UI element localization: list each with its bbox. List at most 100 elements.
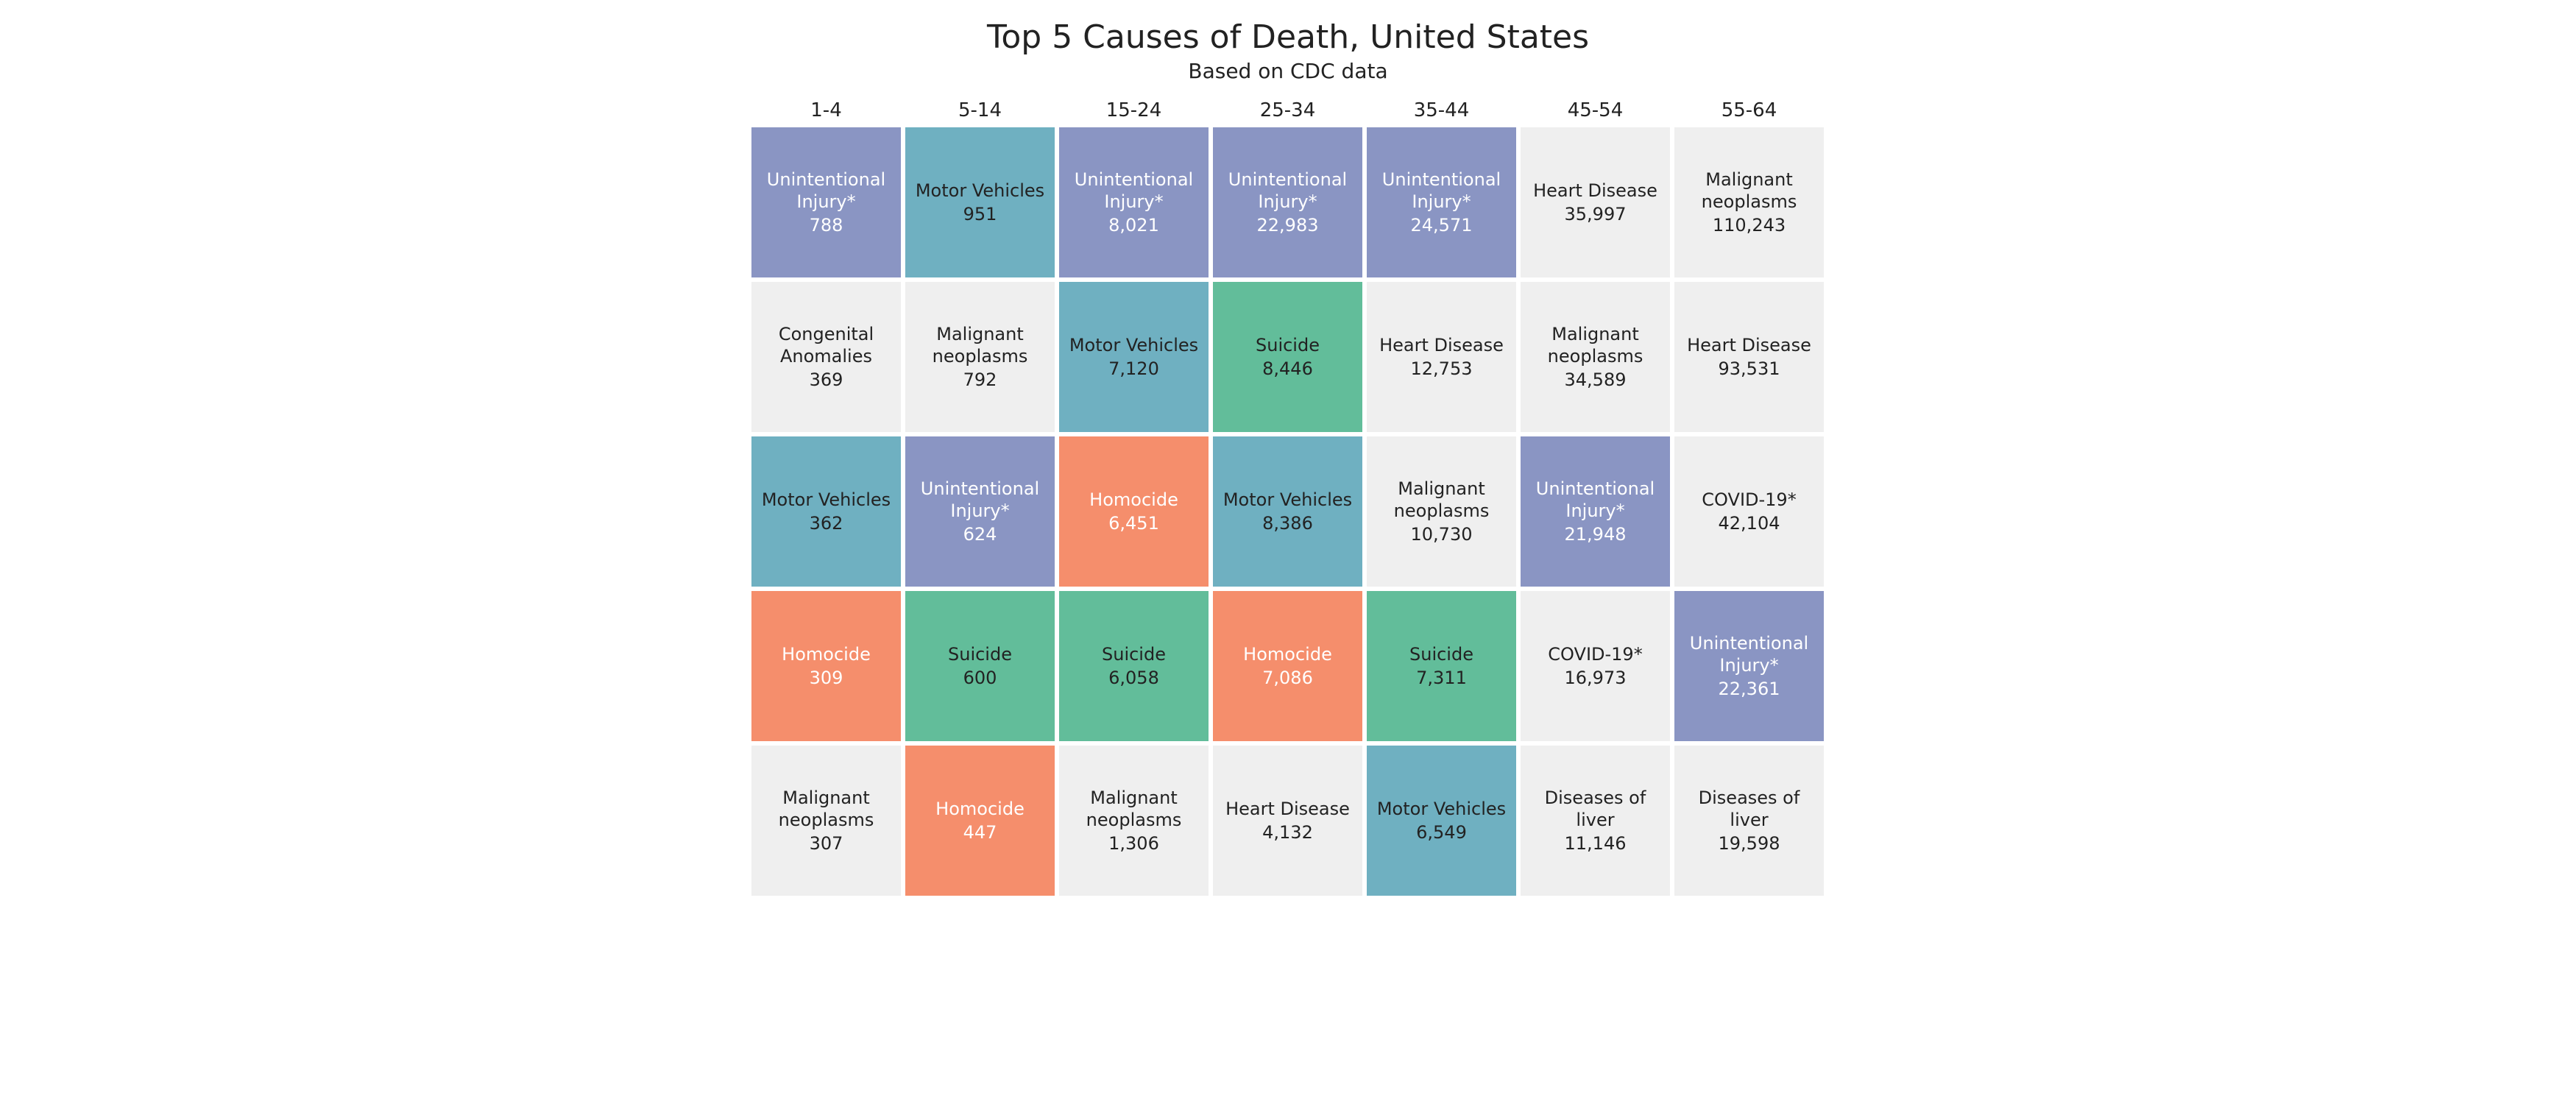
column-header: 55-64 bbox=[1672, 99, 1826, 121]
cell-label: Suicide bbox=[1409, 643, 1473, 665]
cell-label: Malignant neoplasms bbox=[933, 323, 1028, 367]
cell-value: 21,948 bbox=[1565, 523, 1627, 545]
cell-label: Malignant neoplasms bbox=[1702, 169, 1797, 213]
heatmap-cell: Unintentional Injury*788 bbox=[749, 125, 903, 280]
cell-label: Suicide bbox=[1256, 334, 1320, 356]
cell-value: 22,983 bbox=[1257, 214, 1319, 236]
cell-value: 792 bbox=[963, 369, 997, 391]
cell-label: Unintentional Injury* bbox=[1228, 169, 1347, 213]
cell-label: Heart Disease bbox=[1225, 798, 1350, 820]
cell-value: 19,598 bbox=[1719, 832, 1780, 854]
heatmap-cell: Suicide8,446 bbox=[1211, 280, 1365, 434]
column-header: 5-14 bbox=[903, 99, 1057, 121]
cell-label: Homocide bbox=[1089, 489, 1178, 511]
cell-value: 8,021 bbox=[1108, 214, 1159, 236]
cell-label: Unintentional Injury* bbox=[1536, 478, 1655, 522]
cell-value: 362 bbox=[810, 512, 843, 534]
cell-value: 93,531 bbox=[1719, 358, 1780, 380]
heatmap-cell: Motor Vehicles8,386 bbox=[1211, 434, 1365, 589]
cell-value: 42,104 bbox=[1719, 512, 1780, 534]
cell-label: Diseases of liver bbox=[1545, 787, 1646, 831]
cell-value: 951 bbox=[963, 203, 997, 225]
column-header: 25-34 bbox=[1211, 99, 1365, 121]
cell-label: Heart Disease bbox=[1533, 180, 1657, 202]
heatmap-cell: Suicide600 bbox=[903, 589, 1057, 743]
heatmap-cell: Homocide309 bbox=[749, 589, 903, 743]
heatmap-cell: Congenital Anomalies369 bbox=[749, 280, 903, 434]
chart-title: Top 5 Causes of Death, United States bbox=[0, 18, 2576, 56]
cell-label: Unintentional Injury* bbox=[767, 169, 885, 213]
cell-label: Motor Vehicles bbox=[1223, 489, 1352, 511]
column-header: 1-4 bbox=[749, 99, 903, 121]
cell-label: Heart Disease bbox=[1379, 334, 1504, 356]
heatmap-cell: Malignant neoplasms1,306 bbox=[1057, 743, 1211, 898]
cell-value: 7,120 bbox=[1108, 358, 1159, 380]
cell-label: Heart Disease bbox=[1687, 334, 1811, 356]
heatmap-grid: Unintentional Injury*788Motor Vehicles95… bbox=[749, 125, 1826, 898]
heatmap-cell: Unintentional Injury*22,361 bbox=[1672, 589, 1826, 743]
heatmap-cell: Homocide7,086 bbox=[1211, 589, 1365, 743]
heatmap-cell: Motor Vehicles951 bbox=[903, 125, 1057, 280]
column-header: 15-24 bbox=[1057, 99, 1211, 121]
cell-value: 600 bbox=[963, 667, 997, 689]
heatmap-cell: COVID-19*16,973 bbox=[1518, 589, 1672, 743]
cell-value: 7,086 bbox=[1262, 667, 1313, 689]
cell-value: 7,311 bbox=[1416, 667, 1467, 689]
cell-label: Congenital Anomalies bbox=[779, 323, 874, 367]
cell-value: 22,361 bbox=[1719, 678, 1780, 700]
cell-value: 8,386 bbox=[1262, 512, 1313, 534]
heatmap-cell: Malignant neoplasms307 bbox=[749, 743, 903, 898]
cell-label: COVID-19* bbox=[1702, 489, 1796, 511]
cell-value: 307 bbox=[810, 832, 843, 854]
cell-label: Homocide bbox=[935, 798, 1025, 820]
cell-label: Motor Vehicles bbox=[1069, 334, 1198, 356]
heatmap-cell: COVID-19*42,104 bbox=[1672, 434, 1826, 589]
cell-label: Suicide bbox=[1102, 643, 1166, 665]
cell-value: 788 bbox=[810, 214, 843, 236]
heatmap-cell: Suicide7,311 bbox=[1365, 589, 1518, 743]
cell-label: Unintentional Injury* bbox=[921, 478, 1039, 522]
column-header: 35-44 bbox=[1365, 99, 1518, 121]
cell-value: 369 bbox=[810, 369, 843, 391]
heatmap-cell: Heart Disease93,531 bbox=[1672, 280, 1826, 434]
cell-label: Homocide bbox=[1243, 643, 1332, 665]
column-header: 45-54 bbox=[1518, 99, 1672, 121]
cell-value: 624 bbox=[963, 523, 997, 545]
cell-value: 35,997 bbox=[1565, 203, 1627, 225]
heatmap-cell: Diseases of liver11,146 bbox=[1518, 743, 1672, 898]
cell-label: Suicide bbox=[948, 643, 1012, 665]
cell-label: Motor Vehicles bbox=[916, 180, 1044, 202]
cell-label: Unintentional Injury* bbox=[1382, 169, 1501, 213]
cell-label: Diseases of liver bbox=[1699, 787, 1800, 831]
cell-label: Malignant neoplasms bbox=[1548, 323, 1643, 367]
heatmap-cell: Unintentional Injury*22,983 bbox=[1211, 125, 1365, 280]
heatmap-cell: Unintentional Injury*21,948 bbox=[1518, 434, 1672, 589]
heatmap-chart: Top 5 Causes of Death, United States Bas… bbox=[0, 0, 2576, 1104]
cell-label: Malignant neoplasms bbox=[1394, 478, 1490, 522]
cell-value: 110,243 bbox=[1713, 214, 1786, 236]
heatmap-cell: Unintentional Injury*624 bbox=[903, 434, 1057, 589]
cell-label: Malignant neoplasms bbox=[1086, 787, 1182, 831]
cell-value: 24,571 bbox=[1411, 214, 1473, 236]
heatmap-cell: Motor Vehicles7,120 bbox=[1057, 280, 1211, 434]
cell-label: Homocide bbox=[782, 643, 871, 665]
cell-value: 8,446 bbox=[1262, 358, 1313, 380]
heatmap-cell: Unintentional Injury*24,571 bbox=[1365, 125, 1518, 280]
cell-value: 309 bbox=[810, 667, 843, 689]
heatmap-cell: Malignant neoplasms792 bbox=[903, 280, 1057, 434]
cell-value: 1,306 bbox=[1108, 832, 1159, 854]
cell-label: Motor Vehicles bbox=[1377, 798, 1506, 820]
heatmap-cell: Homocide6,451 bbox=[1057, 434, 1211, 589]
canvas: Top 5 Causes of Death, United States Bas… bbox=[0, 0, 2576, 1104]
heatmap-cell: Malignant neoplasms10,730 bbox=[1365, 434, 1518, 589]
heatmap-cell: Malignant neoplasms34,589 bbox=[1518, 280, 1672, 434]
heatmap-cell: Motor Vehicles6,549 bbox=[1365, 743, 1518, 898]
heatmap-cell: Heart Disease4,132 bbox=[1211, 743, 1365, 898]
cell-value: 10,730 bbox=[1411, 523, 1473, 545]
heatmap-cell: Heart Disease12,753 bbox=[1365, 280, 1518, 434]
heatmap-cell: Malignant neoplasms110,243 bbox=[1672, 125, 1826, 280]
cell-value: 4,132 bbox=[1262, 821, 1313, 843]
heatmap-cell: Unintentional Injury*8,021 bbox=[1057, 125, 1211, 280]
chart-subtitle: Based on CDC data bbox=[0, 59, 2576, 83]
cell-value: 34,589 bbox=[1565, 369, 1627, 391]
